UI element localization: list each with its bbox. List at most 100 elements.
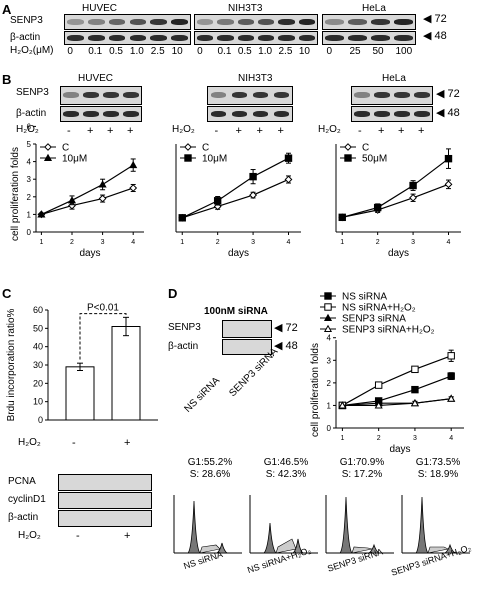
legend-label: C — [62, 143, 69, 154]
b-treat-0-1: + — [87, 125, 94, 137]
c-blot-actin — [58, 510, 152, 527]
a-band-actin — [278, 35, 295, 41]
b-band — [231, 111, 248, 117]
flow-g2-peak — [215, 542, 229, 554]
a-arrow-72: ◀ 72 — [423, 13, 447, 25]
data-point — [98, 180, 107, 188]
bar — [65, 366, 95, 421]
y-tick-label: 3 — [327, 356, 332, 365]
legend-label: SENP3 siRNA+H₂O₂ — [342, 325, 435, 336]
y-axis-label: Brdu incorporation ratio% — [6, 308, 17, 421]
p-value-label: P<0.01 — [87, 303, 119, 314]
x-axis-label: days — [79, 248, 100, 259]
legend-marker — [344, 143, 352, 151]
c-blot-treat-plus: + — [124, 530, 131, 542]
a-band-actin — [87, 35, 105, 41]
b-band — [414, 92, 430, 98]
panel-letter-a: A — [2, 2, 12, 17]
flow-g1-label: G1:70.9% — [340, 457, 385, 468]
legend-marker — [324, 292, 332, 300]
x-axis-label: days — [389, 444, 410, 455]
series-line — [41, 187, 134, 215]
b-treat-1-2: + — [256, 125, 263, 137]
b-band — [273, 111, 290, 117]
a-dose-0-0: 0 — [67, 46, 73, 57]
b-blot-actin-hela — [351, 106, 433, 122]
data-point — [447, 394, 456, 402]
legend-label: NS siRNA — [342, 292, 387, 303]
b-cell-nih3t3: NIH3T3 — [238, 73, 273, 84]
b-treat-0-0: - — [67, 125, 71, 137]
y-axis-label: cell proliferation folds — [10, 147, 21, 241]
b-band — [103, 111, 119, 117]
b-h2o2-label-3: H₂O₂ — [318, 124, 341, 135]
b-band — [354, 111, 370, 117]
c-row-actin: β-actin — [8, 512, 39, 523]
x-tick-label: 2 — [216, 239, 220, 246]
data-point — [411, 385, 419, 394]
legend-label: SENP3 siRNA — [342, 314, 406, 325]
flow-s-label: S: 42.3% — [266, 469, 307, 480]
y-axis-label: cell proliferation folds — [310, 343, 321, 437]
y-tick-label: 10 — [33, 397, 43, 407]
flow-g1-peak — [263, 522, 277, 554]
d-title: 100nM siRNA — [204, 306, 268, 317]
flow-g1-peak — [187, 500, 201, 554]
c-treat-plus: + — [124, 437, 131, 449]
c-row-cyclind1: cyclinD1 — [8, 494, 46, 505]
flow-s-phase — [351, 546, 373, 554]
series-line — [342, 398, 452, 407]
b-band — [231, 92, 248, 98]
b-treat-0-3: + — [127, 125, 134, 137]
c-blot-treat-minus: - — [76, 530, 80, 542]
flow-s-label: S: 17.2% — [342, 469, 383, 480]
c-h2o2-label: H₂O₂ — [18, 437, 41, 448]
a-band-actin — [348, 35, 367, 41]
x-tick-label: 4 — [131, 239, 135, 246]
data-point — [373, 203, 382, 212]
b-treat-1-1: + — [235, 125, 242, 137]
a-blot-senp3-hela — [322, 14, 416, 30]
b-band — [63, 111, 79, 117]
d-row-actin: β-actin — [168, 341, 199, 352]
b-treat-2-1: + — [378, 125, 385, 137]
a-dose-1-0: 0 — [197, 46, 203, 57]
a-band-senp3 — [278, 19, 295, 25]
panel-letter-b: B — [2, 72, 12, 87]
b-band — [273, 92, 290, 98]
x-tick-label: 3 — [413, 435, 417, 442]
a-band-actin — [129, 35, 147, 41]
a-band-senp3 — [217, 19, 234, 25]
a-band-actin — [197, 35, 214, 41]
b-band — [83, 92, 99, 98]
a-band-actin — [171, 35, 188, 41]
a-band-senp3 — [171, 19, 188, 25]
d-blot-senp3 — [222, 320, 272, 338]
legend-label: 50μM — [362, 154, 387, 165]
a-band-senp3 — [87, 19, 105, 25]
b-row-actin: β-actin — [16, 108, 47, 119]
a-band-actin — [325, 35, 344, 41]
flow-s-label: S: 28.6% — [190, 469, 231, 480]
chart-c-brdu: 0 10 20 30 40 50 60 Brdu incorporation ratio% P<… — [6, 303, 158, 425]
legend-label: 10μM — [62, 154, 87, 165]
a-band-senp3 — [325, 19, 344, 25]
series-line — [342, 375, 452, 407]
legend-marker — [184, 143, 192, 151]
a-dose-0-3: 1.0 — [129, 46, 144, 57]
flow-g1-peak — [415, 496, 429, 554]
b-treat-2-3: + — [418, 125, 425, 137]
a-dose-0-4: 2.5 — [150, 46, 165, 57]
flow-g2-peak — [291, 538, 305, 554]
c-blot-pcna — [58, 474, 152, 491]
legend-marker — [184, 154, 192, 162]
x-tick-label: 4 — [287, 239, 291, 246]
legend-marker — [323, 324, 333, 333]
c-row-pcna: PCNA — [8, 476, 36, 487]
b-h2o2-label-1: H₂O₂ — [16, 124, 39, 135]
a-dose-label: H₂O₂(μM) — [10, 45, 54, 56]
a-blot-actin-huvec — [64, 31, 191, 45]
b-band — [83, 111, 99, 117]
flow-g1-label: G1:55.2% — [188, 457, 233, 468]
y-tick-label: 50 — [33, 323, 43, 333]
